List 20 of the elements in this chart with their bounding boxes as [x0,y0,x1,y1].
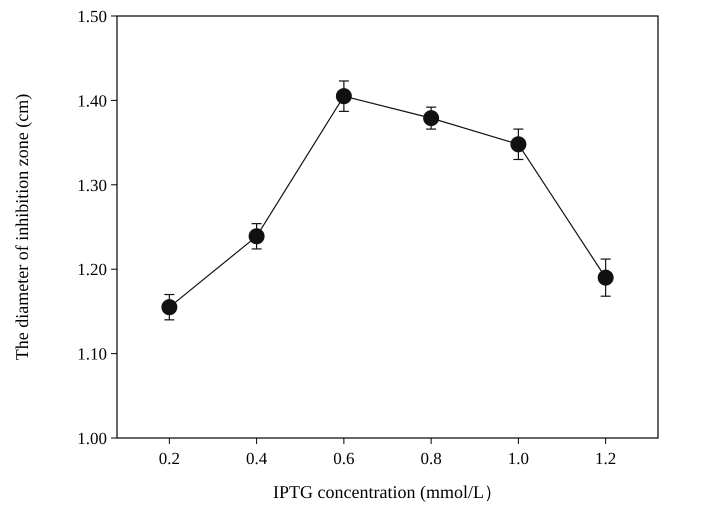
point [336,88,352,104]
x-tick-label: 0.6 [333,449,354,468]
y-tick-label: 1.40 [77,91,107,110]
y-axis-title: The diameter of inhibition zone (cm) [12,94,32,360]
x-tick-label: 0.4 [246,449,268,468]
y-tick-label: 1.30 [77,176,107,195]
x-tick-label: 1.0 [508,449,530,468]
point [423,110,440,126]
y-tick-label: 1.10 [77,344,107,364]
x-tick-label: 0.2 [158,449,180,468]
y-tick-label: 1.20 [77,260,107,280]
x-tick-label: 1.2 [595,449,616,468]
point [161,299,178,316]
point [598,270,614,286]
point [248,228,265,244]
y-tick-label: 1.00 [77,429,107,448]
x-tick-label: 0.8 [420,449,442,468]
x-axis-title: IPTG concentration (mmol/L） [273,482,502,502]
y-tick-label: 1.50 [77,7,107,26]
point [510,136,526,152]
